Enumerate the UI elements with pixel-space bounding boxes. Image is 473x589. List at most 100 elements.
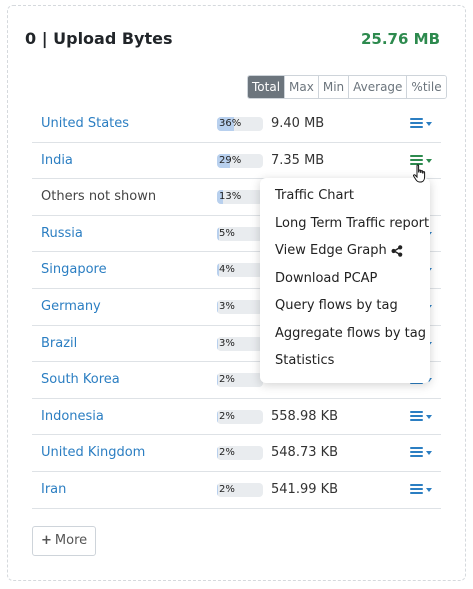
- dropdown-item-download-pcap[interactable]: Download PCAP: [260, 267, 430, 295]
- table-row: Indonesia 2% 558.98 KB: [32, 399, 441, 436]
- dropdown-item-label: Long Term Traffic report: [275, 215, 430, 231]
- bars-icon: [410, 118, 423, 129]
- table-row: Brazil 3%: [32, 326, 441, 363]
- row-actions-dropdown: Traffic Chart Long Term Traffic report Vie…: [260, 178, 430, 383]
- share-progress-fill: [217, 482, 218, 497]
- share-progress-fill: [217, 153, 231, 168]
- dropdown-item-traffic-chart[interactable]: Traffic Chart: [260, 184, 430, 212]
- row-menu-button[interactable]: [410, 483, 432, 497]
- bytes-value: 9.40 MB: [271, 116, 325, 131]
- row-label: Others not shown: [41, 189, 157, 205]
- share-percent: 13%: [219, 191, 242, 203]
- country-link[interactable]: United States: [41, 116, 130, 131]
- share-percent: 2%: [219, 483, 235, 495]
- share-progress-fill: [217, 373, 218, 388]
- country-link[interactable]: Indonesia: [41, 408, 104, 424]
- bars-icon: [410, 154, 423, 166]
- share-progress-fill: [217, 299, 219, 314]
- row-menu-button[interactable]: [410, 446, 432, 460]
- share-progress-bar: 2%: [217, 409, 263, 424]
- table-row: India 29% 7.35 MB: [32, 143, 441, 180]
- country-link[interactable]: Brazil: [41, 335, 78, 351]
- share-progress-bar: 29%: [217, 153, 263, 168]
- share-progress-bar: 13%: [217, 190, 263, 205]
- bytes-value: 548.73 KB: [271, 445, 339, 461]
- card-header: 0 | Upload Bytes 25.76 MB: [25, 29, 440, 57]
- caret-down-icon: [426, 414, 432, 419]
- dropdown-item-query-flows-by-tag[interactable]: Query flows by tag: [260, 294, 430, 322]
- dropdown-item-long-term-traffic-report[interactable]: Long Term Traffic report: [260, 212, 430, 240]
- table-row: South Korea 2%: [32, 362, 441, 399]
- table-row: Iran 2% 541.99 KB: [32, 472, 441, 509]
- share-progress-fill: [217, 446, 218, 461]
- dropdown-item-label: Statistics: [275, 353, 335, 368]
- share-progress-fill: [217, 190, 223, 205]
- share-progress-fill: [217, 409, 218, 424]
- country-link[interactable]: India: [41, 152, 73, 168]
- more-button-label: More: [54, 533, 88, 548]
- filter-tile-button[interactable]: %tile: [406, 76, 446, 98]
- country-link[interactable]: Singapore: [41, 262, 107, 278]
- card-title: 0 | Upload Bytes: [25, 29, 173, 48]
- row-menu-button[interactable]: [410, 154, 432, 168]
- country-link[interactable]: Russia: [41, 225, 83, 241]
- dropdown-item-label: Aggregate flows by tag: [275, 325, 426, 341]
- share-progress-bar: 2%: [217, 482, 263, 497]
- dropdown-item-label: Traffic Chart: [275, 188, 354, 203]
- country-link[interactable]: South Korea: [41, 372, 120, 388]
- share-progress-fill: [217, 226, 220, 241]
- bars-icon: [410, 447, 423, 458]
- country-link[interactable]: United Kingdom: [41, 445, 146, 461]
- share-nodes-icon: [391, 244, 403, 257]
- filter-min-button[interactable]: Min: [317, 76, 349, 98]
- more-button[interactable]: + More: [32, 526, 97, 556]
- share-percent: 36%: [219, 118, 242, 129]
- dropdown-item-statistics[interactable]: Statistics: [260, 349, 430, 377]
- bytes-value: 541.99 KB: [271, 481, 339, 497]
- share-percent: 3%: [219, 300, 235, 312]
- dropdown-item-label: View Edge Graph: [275, 243, 387, 258]
- country-link[interactable]: Iran: [41, 481, 67, 497]
- country-link[interactable]: Germany: [41, 298, 101, 314]
- card-total-value: 25.76 MB: [360, 30, 440, 48]
- share-progress-fill: [217, 117, 234, 131]
- share-progress-bar: 3%: [217, 336, 263, 351]
- share-progress-fill: [217, 336, 219, 351]
- share-percent: 5%: [219, 227, 235, 239]
- country-table: United States 36% 9.40 MB India 29% 7.35 MB Ot…: [32, 106, 441, 509]
- filter-max-button[interactable]: Max: [284, 76, 318, 98]
- dropdown-item-aggregate-flows-by-tag[interactable]: Aggregate flows by tag: [260, 322, 430, 350]
- share-progress-bar: 4%: [217, 263, 263, 278]
- share-progress-bar: 3%: [217, 299, 263, 314]
- dropdown-item-view-edge-graph[interactable]: View Edge Graph: [260, 239, 430, 267]
- table-row: Singapore 4%: [32, 252, 441, 289]
- bars-icon: [410, 410, 423, 422]
- table-row: United States 36% 9.40 MB: [32, 106, 441, 143]
- share-percent: 2%: [219, 374, 235, 386]
- bars-icon: [410, 483, 423, 495]
- table-row: United Kingdom 2% 548.73 KB: [32, 435, 441, 472]
- share-percent: 2%: [219, 447, 235, 459]
- dropdown-item-label: Query flows by tag: [275, 298, 398, 313]
- share-progress-bar: 5%: [217, 226, 263, 241]
- caret-down-icon: [426, 487, 432, 492]
- share-percent: 29%: [219, 154, 242, 166]
- row-menu-button[interactable]: [410, 117, 432, 131]
- filter-average-button[interactable]: Average: [348, 76, 407, 98]
- hand-pointer-cursor-icon: [412, 164, 426, 183]
- share-progress-bar: 2%: [217, 446, 263, 461]
- share-percent: 3%: [219, 337, 235, 349]
- row-menu-button[interactable]: [410, 410, 432, 424]
- share-progress-bar: 2%: [217, 373, 263, 388]
- share-percent: 2%: [219, 410, 235, 422]
- share-progress-bar: 36%: [217, 117, 263, 131]
- plus-icon: +: [41, 533, 52, 548]
- bytes-value: 558.98 KB: [271, 408, 339, 424]
- filter-total-button[interactable]: Total: [248, 76, 285, 98]
- share-progress-fill: [217, 263, 219, 278]
- caret-down-icon: [426, 158, 432, 163]
- caret-down-icon: [426, 451, 432, 456]
- caret-down-icon: [426, 122, 432, 126]
- share-percent: 4%: [219, 264, 235, 276]
- dropdown-item-label: Download PCAP: [275, 270, 378, 286]
